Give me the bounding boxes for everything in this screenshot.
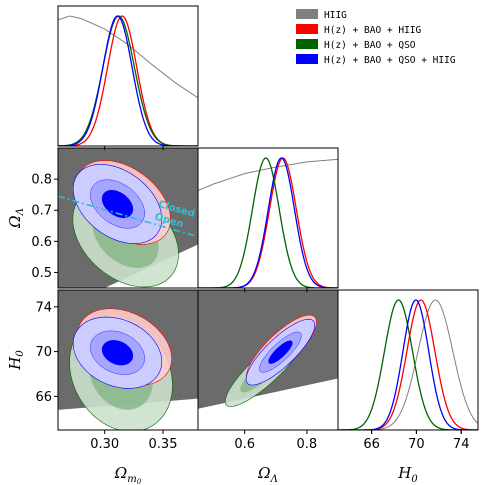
y-tick-label: 0.6 xyxy=(31,235,52,250)
legend-label: H(z) + BAO + QSO xyxy=(324,40,416,51)
marginal-curve-h-z-bao-qso xyxy=(198,157,338,288)
marginal-omega_lambda xyxy=(198,157,338,288)
panel-h0_vs_omega_lambda xyxy=(198,290,338,430)
contour-1sigma-h-z-bao-qso-hiig xyxy=(101,340,134,366)
contour-1sigma-h-z-bao-qso-hiig xyxy=(101,190,134,218)
xlabel-h0: H0 xyxy=(397,464,418,485)
y-tick-label: 66 xyxy=(35,390,52,405)
x-tick-label: 0.35 xyxy=(149,437,178,452)
legend-label: HIIG xyxy=(324,10,347,21)
legend-label: H(z) + BAO + HIIG xyxy=(324,25,422,36)
panel-frame xyxy=(57,5,199,147)
y-tick-label: 74 xyxy=(35,300,52,315)
ylabel-h0: H0 xyxy=(6,350,26,371)
legend: HIIG H(z) + BAO + HIIG H(z) + BAO + QSO H(z… xyxy=(296,9,456,66)
marginal-curve-h-z-bao-qso xyxy=(58,15,198,146)
x-tick-label: 66 xyxy=(363,437,380,452)
marginal-curve-h-z-bao-qso-hiig xyxy=(338,299,478,430)
xlabel-omega-m0: Ωm0 xyxy=(114,464,142,485)
legend-label: H(z) + BAO + QSO + HIIG xyxy=(324,55,456,66)
y-tick-label: 0.5 xyxy=(31,266,52,281)
marginal-h0 xyxy=(338,299,478,430)
x-tick-label: 0.8 xyxy=(297,437,318,452)
marginal-curve-hiig xyxy=(58,15,198,99)
panel-h0_vs_omega_m0 xyxy=(58,290,198,430)
x-tick-label: 0.30 xyxy=(90,437,119,452)
contour-1sigma-h-z-bao-qso-hiig xyxy=(268,340,293,364)
x-tick-label: 70 xyxy=(408,437,425,452)
panel-frame xyxy=(197,147,339,289)
panel-frame xyxy=(337,289,479,431)
x-tick-label: 74 xyxy=(453,437,470,452)
ylabel-omega-lambda: ΩΛ xyxy=(6,208,26,229)
marginal-curve-hiig xyxy=(198,158,338,191)
marginal-curve-h-z-bao-qso-hiig xyxy=(198,157,338,288)
legend-swatch xyxy=(296,24,318,34)
marginal-curve-h-z-bao-hiig xyxy=(198,157,338,288)
legend-swatch xyxy=(296,39,318,49)
marginal-omega_m0 xyxy=(58,15,198,146)
closed-open-divider xyxy=(58,195,198,238)
y-tick-label: 0.7 xyxy=(31,204,52,219)
x-tick-label: 0.6 xyxy=(234,437,255,452)
y-tick-label: 0.8 xyxy=(31,173,52,188)
y-tick-label: 70 xyxy=(35,345,52,360)
legend-swatch xyxy=(296,54,318,64)
legend-swatch xyxy=(296,9,318,19)
xlabel-omega-lambda: ΩΛ xyxy=(257,464,278,485)
